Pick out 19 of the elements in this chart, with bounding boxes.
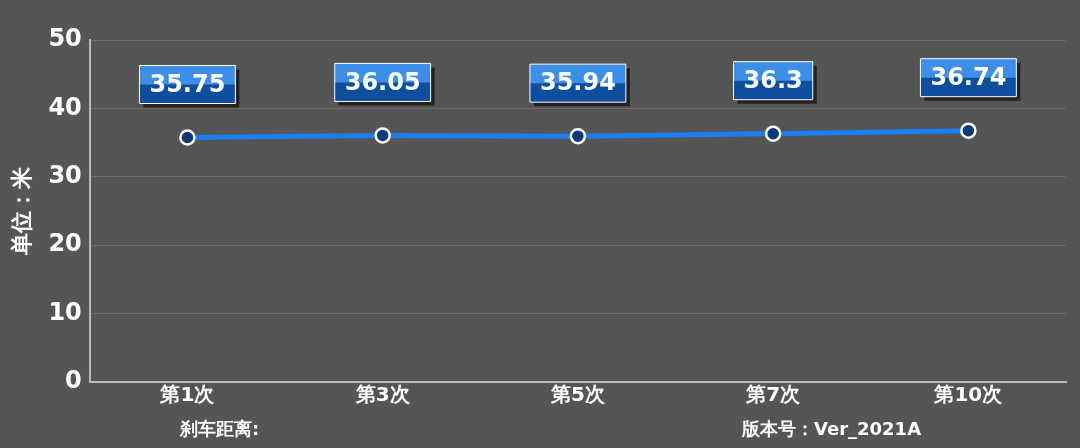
data-label: 36.05 [344, 67, 421, 96]
x-tick-label: 第3次 [354, 382, 411, 407]
x-tick-label: 第7次 [745, 382, 802, 407]
x-tick-label: 第1次 [159, 382, 216, 407]
data-label: 35.75 [149, 69, 226, 98]
y-tick-label: 30 [48, 161, 82, 190]
y-tick-label: 10 [48, 297, 82, 326]
y-axis-title: 单位：米 [8, 166, 34, 256]
text: 版本号：Ver_2021A [741, 417, 922, 439]
data-label: 36.3 [743, 65, 803, 94]
data-label: 36.74 [930, 62, 1007, 91]
x-tick-label: 第10次 [933, 382, 1004, 407]
y-tick-label: 20 [48, 229, 82, 258]
y-tick-label: 40 [48, 92, 82, 121]
x-tick-label: 第5次 [549, 382, 606, 407]
data-label: 35.94 [539, 68, 616, 97]
y-tick-label: 0 [65, 366, 82, 395]
text: 刹车距离: [179, 417, 260, 439]
y-tick-label: 50 [48, 24, 82, 53]
